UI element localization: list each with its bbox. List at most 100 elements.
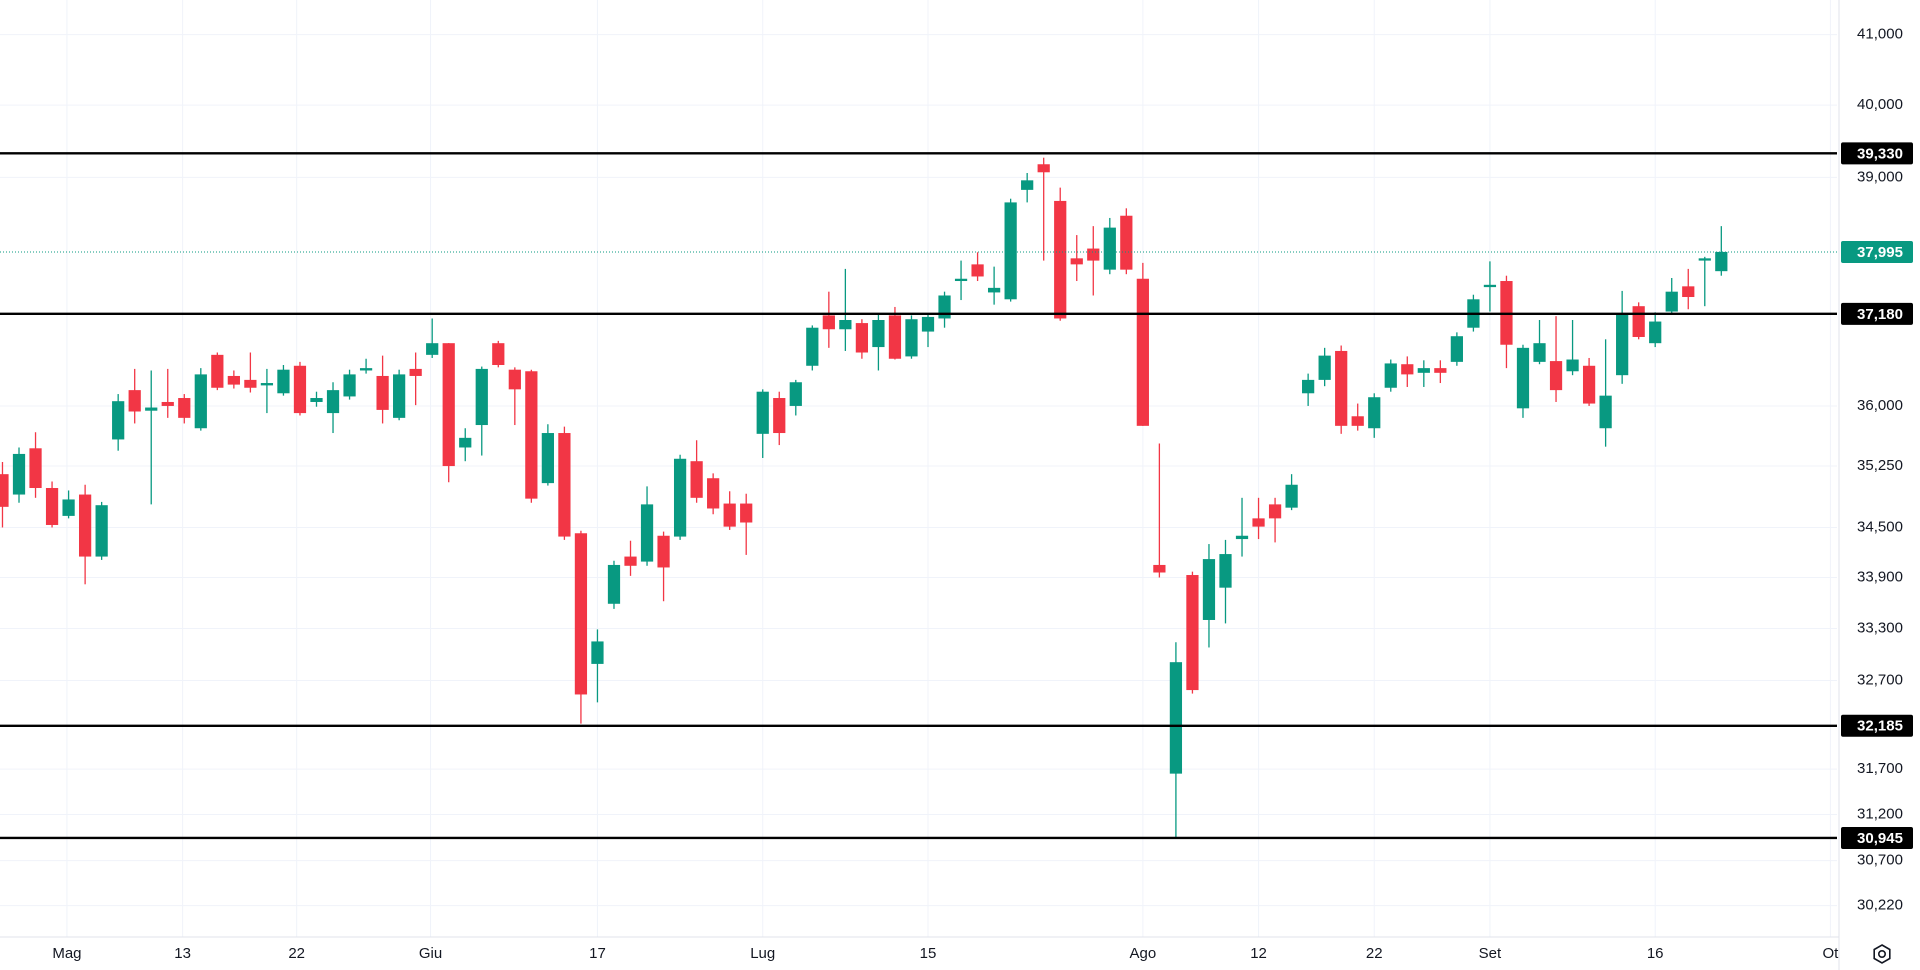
y-tick-label: 35,250 [1857, 457, 1903, 474]
candle-body [855, 323, 869, 353]
y-tick-label: 30,220 [1857, 897, 1903, 914]
candle-body [987, 287, 1001, 293]
candle-body [409, 368, 422, 376]
candle-body [1335, 350, 1348, 426]
candle-body [128, 390, 141, 412]
candle-body [492, 343, 505, 365]
candle-body [1268, 504, 1282, 519]
settings-dot[interactable] [1877, 949, 1887, 959]
candle-body [740, 503, 753, 523]
candle-body [789, 382, 802, 406]
candle-body [475, 368, 488, 426]
candle-body [1219, 554, 1232, 588]
candle-body [607, 564, 621, 604]
candle-body [1417, 368, 1430, 373]
x-tick-label: Lug [750, 945, 775, 962]
candle-body [95, 505, 108, 557]
candle-body [905, 319, 918, 357]
y-tick-label: 34,500 [1857, 518, 1903, 535]
candle-body [1665, 291, 1678, 312]
candle-body [1582, 365, 1596, 404]
candle-body [723, 503, 736, 527]
candle-body [277, 369, 290, 394]
candle-body [1516, 347, 1530, 409]
candle-body [1698, 258, 1711, 261]
x-tick-label: 22 [1366, 945, 1383, 962]
x-tick-label: Mag [52, 945, 81, 962]
candle-body [244, 379, 257, 388]
candle-body [1302, 379, 1315, 394]
candle-body [12, 453, 26, 495]
y-tick-label: 31,700 [1857, 760, 1903, 777]
candle-body [673, 458, 687, 537]
level-label: 37,180 [1857, 306, 1903, 323]
candle-body [574, 533, 588, 695]
candle-body [541, 433, 554, 484]
candle-body [1632, 306, 1645, 337]
candle-body [1368, 397, 1381, 429]
candle-body [145, 407, 158, 411]
x-tick-label: 15 [920, 945, 937, 962]
candle-body [921, 316, 935, 332]
candle-body [376, 375, 389, 410]
level-label-box [1841, 142, 1913, 165]
candle-body [624, 556, 637, 566]
candle-body [260, 383, 274, 386]
y-tick-label: 31,200 [1857, 805, 1903, 822]
candle-body [558, 433, 571, 537]
candle-body [1186, 575, 1199, 691]
y-tick-label: 41,000 [1857, 26, 1903, 43]
candle-body [1351, 416, 1364, 426]
candle-body [227, 375, 240, 385]
settings-hex[interactable] [1873, 944, 1891, 964]
candle-body [310, 398, 323, 402]
candle-body [1202, 559, 1216, 620]
x-tick-label: Ago [1130, 945, 1157, 962]
candle-body [1616, 313, 1629, 376]
candle-body [1285, 484, 1298, 508]
candle-body [1153, 564, 1166, 573]
candle-body [1021, 180, 1034, 190]
candle-body [178, 398, 191, 418]
candle-body [161, 401, 174, 406]
y-tick-label: 32,700 [1857, 671, 1903, 688]
candle-body [459, 437, 472, 448]
level-label: 39,330 [1857, 145, 1903, 162]
candle-body [1566, 359, 1579, 372]
candle-body [888, 315, 902, 359]
candle-body [1054, 200, 1067, 319]
settings-icon[interactable] [1873, 944, 1891, 964]
candle-body [1649, 321, 1662, 344]
candle-body [1037, 164, 1050, 173]
x-tick-label: Ot [1822, 945, 1839, 962]
candle-body [1136, 278, 1149, 426]
candle-body [1599, 395, 1612, 429]
candle-body [1070, 258, 1083, 265]
candle-body [1120, 215, 1133, 270]
candle-body [1169, 662, 1183, 774]
candle-body [806, 327, 819, 366]
candle-body [971, 264, 984, 277]
candle-body [1715, 251, 1728, 272]
candle-body [112, 401, 125, 440]
x-tick-label: 22 [288, 945, 305, 962]
y-tick-label: 33,900 [1857, 569, 1903, 586]
candle-body [640, 504, 654, 562]
candle-body [62, 499, 75, 516]
level-label-box [1841, 714, 1913, 737]
candle-body [293, 365, 307, 414]
candle-body [756, 391, 769, 434]
candle-body [1533, 343, 1546, 362]
level-label: 32,185 [1857, 718, 1903, 735]
y-tick-label: 40,000 [1857, 96, 1903, 113]
x-tick-label: 17 [589, 945, 606, 962]
x-tick-label: 12 [1250, 945, 1267, 962]
last-price-label: 37,995 [1857, 244, 1903, 261]
candle-body [1384, 363, 1397, 388]
candle-body [442, 343, 455, 467]
level-label-box [1841, 826, 1913, 849]
candle-body [45, 488, 59, 525]
candle-body [525, 371, 538, 499]
